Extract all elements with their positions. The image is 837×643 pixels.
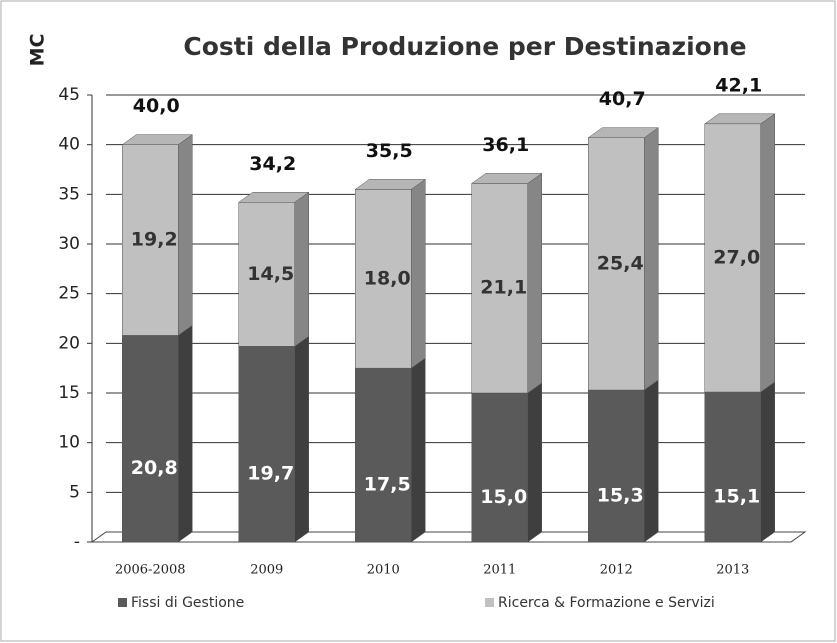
y-tick-label: - [74,532,80,552]
data-label: 14,5 [247,263,294,285]
y-axis-label: MC [27,34,49,67]
x-tick-label: 2009 [250,563,283,578]
bar [704,123,761,393]
bar-side [294,191,309,347]
x-tick-label: 2006-2008 [115,563,186,578]
total-label: 42,1 [715,74,762,96]
data-label: 15,0 [480,486,527,508]
data-label: 19,7 [247,463,294,485]
x-tick-label: 2011 [483,563,516,578]
y-tick-label: 40 [58,135,80,155]
bar-side [178,324,193,543]
bar-side [411,178,426,369]
bar [238,202,295,347]
total-label: 40,0 [133,95,180,117]
data-label: 20,8 [131,457,178,479]
x-tick-label: 2010 [367,563,400,578]
y-tick-label: 20 [58,333,80,353]
total-label: 34,2 [249,153,296,175]
bar-side [294,335,309,543]
data-label: 18,0 [364,267,411,289]
bar [704,391,761,543]
bar [238,346,295,543]
y-tick-label: 45 [58,85,80,105]
legend-swatch [485,598,494,607]
bar-side [178,134,193,336]
bar-side [411,357,426,543]
bar-top [354,179,427,190]
y-tick-label: 35 [58,184,80,204]
bar-top [703,113,776,125]
data-label: 21,1 [480,277,527,299]
bar [471,392,528,543]
total-label: 35,5 [366,140,413,162]
bar-top [470,173,543,184]
y-tick-label: 15 [58,383,80,403]
floor [90,531,807,543]
x-tick-label: 2012 [600,563,633,578]
chart-title: Costi della Produzione per Destinazione [183,32,746,61]
data-label: 17,5 [364,474,411,496]
bar-side [644,379,659,543]
bar [355,367,412,543]
legend-label: Fissi di Gestione [131,595,244,611]
bar [122,144,179,336]
bar [588,137,645,391]
data-label: 19,2 [131,229,178,251]
bar-side [644,127,659,391]
bar [471,183,528,394]
y-tick-label: 5 [69,482,80,502]
bar-top [121,134,194,145]
bar [122,335,179,543]
bar [588,389,645,543]
data-label: 25,4 [597,252,644,274]
bar-side [527,382,542,543]
bar-side [527,172,542,394]
bar-side [760,113,775,393]
bar-side [760,381,775,543]
y-tick-label: 30 [58,234,80,254]
y-tick-label: 25 [58,284,80,304]
bar-top [237,192,310,203]
data-label: 15,3 [597,485,644,507]
legend-swatch [118,598,127,607]
data-label: 27,0 [713,246,760,268]
y-tick-label: 10 [58,433,80,453]
data-label: 15,1 [713,486,760,508]
total-label: 36,1 [482,134,529,156]
legend-label: Ricerca & Formazione e Servizi [498,595,715,611]
bar [355,189,412,369]
x-tick-label: 2013 [716,563,749,578]
total-label: 40,7 [599,88,646,110]
bar-top [587,127,660,138]
